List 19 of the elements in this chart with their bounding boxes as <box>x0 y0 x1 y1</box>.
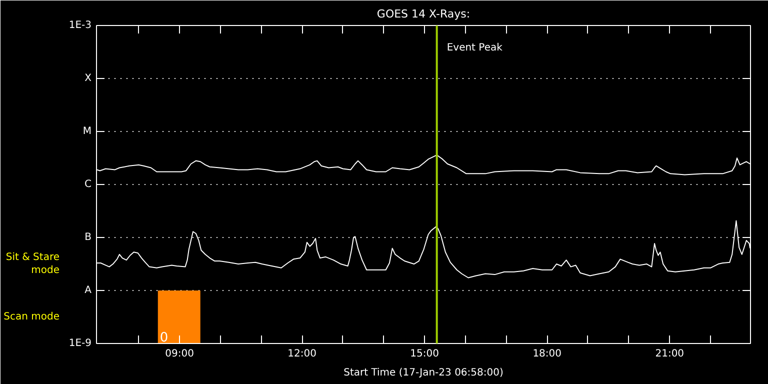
y-tick-label: B <box>84 232 92 243</box>
y-tick-label: 1E-3 <box>68 20 92 31</box>
x-tick-label: 18:00 <box>532 348 562 360</box>
x-axis-title: Start Time (17-Jan-23 06:58:00) <box>344 368 504 378</box>
text: Sit & Stare mode <box>6 252 60 276</box>
y-tick-label: C <box>84 179 92 190</box>
y-tick-label: X <box>84 73 92 84</box>
y-tick-label: 1E-9 <box>68 338 92 349</box>
ref-line-label: Event Peak <box>446 42 503 54</box>
y-tick-label: M <box>82 126 92 137</box>
chart-title: GOES 14 X-Rays: <box>376 8 470 20</box>
x-tick-label: 09:00 <box>165 348 194 360</box>
x-tick-label: 12:00 <box>288 348 316 360</box>
band-label: 0 <box>160 330 168 346</box>
x-tick-label: 15:00 <box>410 348 439 360</box>
text: Scan mode <box>4 312 60 322</box>
x-tick-label: 21:00 <box>655 348 684 360</box>
line-series <box>96 154 750 176</box>
y-tick-label: A <box>84 285 92 296</box>
